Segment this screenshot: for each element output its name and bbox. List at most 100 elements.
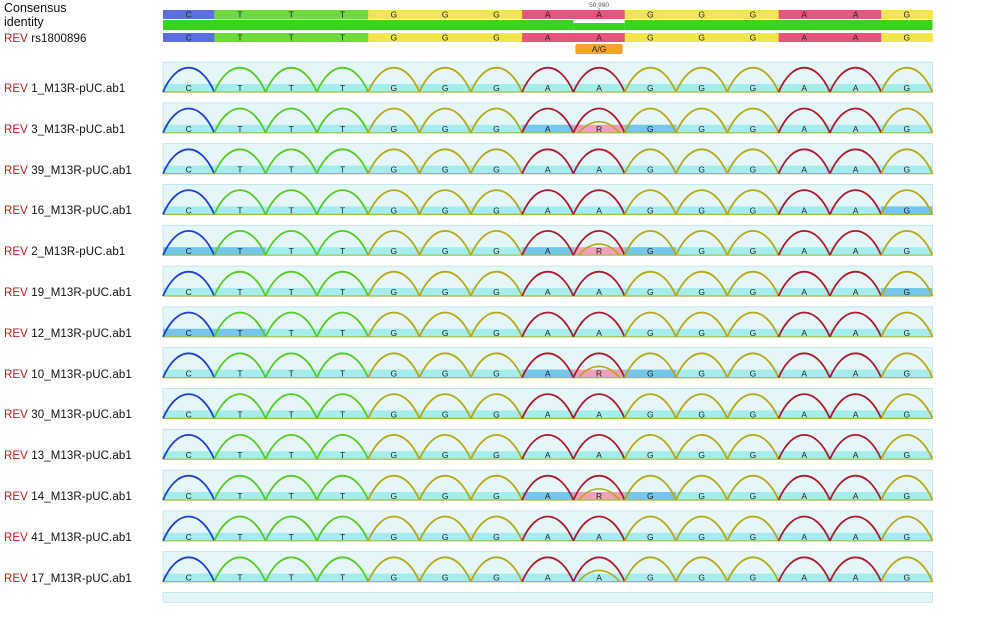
read-label[interactable]: REV 17_M13R-pUC.ab1 <box>4 573 132 585</box>
basecall-highlight <box>573 247 625 256</box>
basecall-2: T <box>289 246 294 256</box>
read-label[interactable]: REV 1_M13R-pUC.ab1 <box>4 83 125 95</box>
trace-peak <box>316 230 370 256</box>
read-label[interactable]: REV 16_M13R-pUC.ab1 <box>4 205 132 217</box>
read-label[interactable]: REV 12_M13R-pUC.ab1 <box>4 328 132 340</box>
basecall-8: A <box>596 409 602 419</box>
basecall-7: A <box>545 573 551 583</box>
read-prefix: REV <box>4 368 28 381</box>
trace-peak <box>264 393 318 419</box>
basecall-12: A <box>801 287 807 297</box>
reference-cell-3 <box>316 33 369 42</box>
basecall-4: G <box>391 369 398 379</box>
trace-peak <box>264 515 318 542</box>
basecall-highlight <box>163 328 215 337</box>
consensus-cell-11 <box>727 10 779 19</box>
basecall-0: C <box>186 83 192 93</box>
read-name: 14_M13R-pUC.ab1 <box>27 491 132 503</box>
basecall-5: G <box>442 287 449 297</box>
trace-peak <box>572 270 626 297</box>
read-label[interactable]: REV 39_M13R-pUC.ab1 <box>4 165 132 177</box>
basecall-band <box>163 84 933 92</box>
basecall-2: T <box>289 491 294 501</box>
basecall-14: G <box>904 369 911 379</box>
identity-bar-variant <box>573 23 625 30</box>
basecall-9: G <box>647 450 654 460</box>
trace-peak <box>726 515 780 542</box>
basecall-4: G <box>391 83 398 93</box>
read-label[interactable]: REV 13_M13R-pUC.ab1 <box>4 450 132 462</box>
reference-base-5: G <box>442 33 449 43</box>
trace-peak <box>162 434 216 460</box>
trace-peak <box>623 515 677 542</box>
basecall-6: G <box>493 409 500 419</box>
reference-base-7: A <box>545 33 551 43</box>
reference-name: rs1800896 <box>31 33 87 45</box>
read-label[interactable]: REV 19_M13R-pUC.ab1 <box>4 287 132 299</box>
basecall-11: G <box>750 165 757 175</box>
trace-peak <box>623 393 677 419</box>
identity-label: identity <box>4 15 44 29</box>
trace-peak <box>521 66 575 93</box>
read-name: 3_M13R-pUC.ab1 <box>27 123 126 136</box>
trace-peak <box>572 474 626 501</box>
trace-peak <box>213 148 267 174</box>
basecall-13: A <box>853 369 859 379</box>
reference-label[interactable]: REV rs1800896 <box>4 33 87 45</box>
basecall-14: G <box>904 165 911 175</box>
basecall-6: G <box>493 573 500 583</box>
basecall-14: G <box>904 532 911 542</box>
trace-peak <box>162 230 216 256</box>
consensus-identity-label: Consensus identity <box>4 1 67 29</box>
consensus-cell-10 <box>676 10 728 19</box>
trace-peak <box>777 270 831 297</box>
trace-peak <box>521 556 575 582</box>
basecall-4: G <box>391 328 398 338</box>
trace-peak <box>829 230 883 256</box>
basecall-band <box>163 206 933 215</box>
basecall-8: A <box>596 573 602 583</box>
basecall-13: A <box>853 532 859 542</box>
basecall-4: G <box>391 450 398 460</box>
reference-cell-12 <box>778 33 831 42</box>
read-label[interactable]: REV 2_M13R-pUC.ab1 <box>4 246 125 258</box>
read-label[interactable]: REV 3_M13R-pUC.ab1 <box>4 124 125 136</box>
read-label[interactable]: REV 30_M13R-pUC.ab1 <box>4 409 132 421</box>
trace-peak <box>264 311 318 338</box>
basecall-8: A <box>596 165 602 175</box>
trace-peak <box>418 148 472 174</box>
trace-peak <box>213 311 267 338</box>
basecall-highlight <box>573 492 625 500</box>
basecall-14: G <box>904 205 911 215</box>
trace-peak <box>829 474 883 501</box>
trace-peak <box>316 107 370 134</box>
basecall-9: G <box>647 124 654 134</box>
trace-peak <box>777 107 831 134</box>
trace-secondary-peak <box>577 569 621 583</box>
read-label[interactable]: REV 14_M13R-pUC.ab1 <box>4 491 132 503</box>
trace-peak <box>521 474 575 501</box>
basecall-11: G <box>750 124 757 134</box>
read-label[interactable]: REV 41_M13R-pUC.ab1 <box>4 532 132 544</box>
basecall-3: T <box>340 83 345 93</box>
read-label[interactable]: REV 10_M13R-pUC.ab1 <box>4 369 132 381</box>
trace-peak <box>880 270 934 297</box>
basecall-1: T <box>237 246 242 256</box>
read-name: 13_M13R-pUC.ab1 <box>27 450 132 463</box>
basecall-9: G <box>647 205 654 215</box>
basecall-10: G <box>698 246 705 256</box>
trace-peak <box>213 189 267 215</box>
trace-peak <box>316 189 370 215</box>
basecall-11: G <box>750 369 757 379</box>
trace-peak <box>623 311 677 338</box>
consensus-base-3: T <box>340 10 345 20</box>
basecall-14: G <box>904 491 911 501</box>
trace-peak <box>418 474 472 501</box>
trace-peak <box>726 474 780 501</box>
consensus-base-13: A <box>853 10 859 20</box>
